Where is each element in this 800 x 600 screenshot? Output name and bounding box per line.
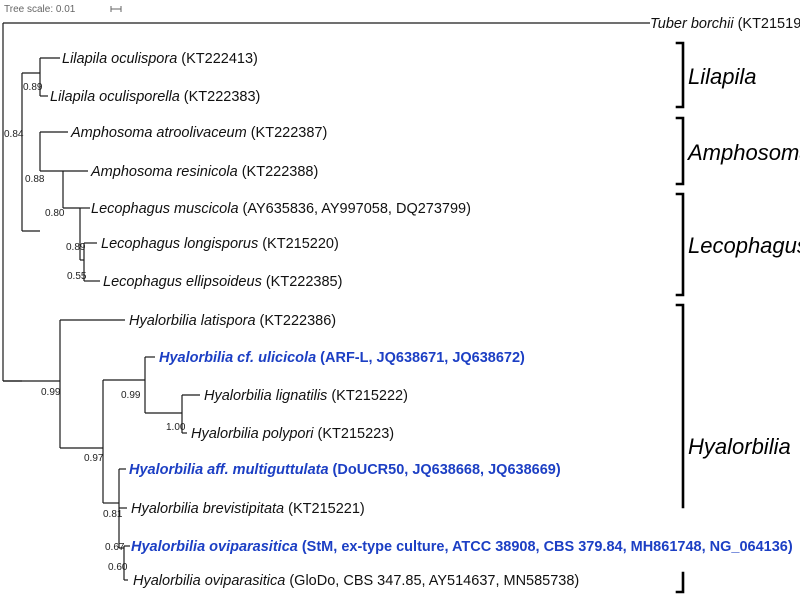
support-value: 0.88 bbox=[25, 174, 45, 185]
leaf-accession: (KT215221) bbox=[284, 501, 365, 517]
leaf-accession: (ARF-L, JQ638671, JQ638672) bbox=[316, 350, 525, 366]
leaf-species: Hyalorbilia cf. ulicicola bbox=[159, 350, 316, 366]
clade-label-lilapila: Lilapila bbox=[688, 64, 757, 89]
leaf-species: Hyalorbilia lignatilis bbox=[204, 388, 327, 404]
leaf-species: Hyalorbilia latispora bbox=[129, 313, 256, 329]
clade-label-hyalorbilia: Hyalorbilia bbox=[688, 434, 791, 459]
support-value: 0.55 bbox=[67, 271, 87, 282]
leaf-label: Hyalorbilia oviparasitica (GloDo, CBS 34… bbox=[133, 573, 579, 589]
tree-branches bbox=[2, 22, 650, 581]
leaf-accession: (KT222386) bbox=[256, 313, 337, 329]
tree-scale-bar bbox=[110, 6, 122, 12]
support-value: 0.60 bbox=[108, 562, 128, 573]
leaf-accession: (KT215193) bbox=[734, 16, 800, 32]
leaf-accession: (KT215222) bbox=[327, 388, 408, 404]
leaf-label: Hyalorbilia aff. multiguttulata (DoUCR50… bbox=[129, 462, 561, 478]
leaf-label: Lilapila oculispora (KT222413) bbox=[62, 51, 258, 67]
support-value: 0.89 bbox=[23, 82, 43, 93]
leaf-accession: (KT222387) bbox=[247, 125, 328, 141]
clade-label-lecophagus: Lecophagus bbox=[688, 233, 800, 258]
leaf-species: Hyalorbilia aff. multiguttulata bbox=[129, 462, 329, 478]
leaf-species: Tuber borchii bbox=[650, 16, 734, 32]
leaf-accession: (AY635836, AY997058, DQ273799) bbox=[239, 201, 471, 217]
leaf-species: Lilapila oculispora bbox=[62, 51, 177, 67]
leaf-label: Hyalorbilia lignatilis (KT215222) bbox=[204, 388, 408, 404]
support-value: 0.99 bbox=[121, 390, 141, 401]
clade-brackets bbox=[675, 41, 685, 594]
leaf-accession: (KT215223) bbox=[314, 426, 395, 442]
leaf-accession: (DoUCR50, JQ638668, JQ638669) bbox=[329, 462, 561, 478]
bracket-amphosoma bbox=[675, 116, 685, 186]
leaf-species: Lecophagus longisporus bbox=[101, 236, 258, 252]
support-value: 1.00 bbox=[166, 422, 186, 433]
leaf-accession: (KT222383) bbox=[180, 89, 261, 105]
leaf-species: Lecophagus muscicola bbox=[91, 201, 239, 217]
leaf-species: Hyalorbilia oviparasitica bbox=[131, 539, 298, 555]
leaf-label: Tuber borchii (KT215193) bbox=[650, 16, 800, 32]
leaf-accession: (KT215220) bbox=[258, 236, 339, 252]
clade-label-amphosoma: Amphosoma bbox=[686, 140, 800, 165]
leaf-species: Lilapila oculisporella bbox=[50, 89, 180, 105]
support-values: 0.89 0.84 0.88 0.80 0.89 0.55 0.99 0.99 1.00 0.97… bbox=[4, 82, 186, 573]
leaf-species: Amphosoma resinicola bbox=[90, 164, 238, 180]
leaf-label: Hyalorbilia polypori (KT215223) bbox=[191, 426, 394, 442]
leaf-labels: Tuber borchii (KT215193) Lilapila oculisp… bbox=[50, 16, 800, 589]
support-value: 0.97 bbox=[84, 453, 104, 464]
leaf-label: Lilapila oculisporella (KT222383) bbox=[50, 89, 260, 105]
support-value: 0.84 bbox=[4, 129, 24, 140]
bracket-lecophagus bbox=[675, 192, 685, 297]
leaf-species: Hyalorbilia polypori bbox=[191, 426, 314, 442]
leaf-species: Hyalorbilia brevistipitata bbox=[131, 501, 284, 517]
leaf-label: Amphosoma resinicola (KT222388) bbox=[90, 164, 318, 180]
support-value: 0.80 bbox=[45, 208, 65, 219]
support-value: 0.81 bbox=[103, 509, 123, 520]
leaf-accession: (GloDo, CBS 347.85, AY514637, MN585738) bbox=[285, 573, 579, 589]
leaf-accession: (KT222413) bbox=[177, 51, 258, 67]
leaf-species: Hyalorbilia oviparasitica bbox=[133, 573, 285, 589]
leaf-label: Lecophagus ellipsoideus (KT222385) bbox=[103, 274, 342, 290]
leaf-label: Hyalorbilia cf. ulicicola (ARF-L, JQ6386… bbox=[159, 350, 525, 366]
leaf-accession: (KT222388) bbox=[238, 164, 319, 180]
leaf-label: Lecophagus muscicola (AY635836, AY997058… bbox=[91, 201, 471, 217]
leaf-label: Hyalorbilia oviparasitica (StM, ex-type … bbox=[131, 539, 793, 555]
support-value: 0.67 bbox=[105, 542, 125, 553]
support-value: 0.89 bbox=[66, 242, 86, 253]
bracket-hyalorbilia bbox=[675, 303, 685, 509]
bracket-lilapila bbox=[675, 41, 685, 109]
leaf-label: Hyalorbilia latispora (KT222386) bbox=[129, 313, 336, 329]
tree-scale-label: Tree scale: 0.01 bbox=[4, 4, 76, 15]
leaf-label: Lecophagus longisporus (KT215220) bbox=[101, 236, 339, 252]
support-value: 0.99 bbox=[41, 387, 61, 398]
leaf-species: Lecophagus ellipsoideus bbox=[103, 274, 262, 290]
leaf-accession: (StM, ex-type culture, ATCC 38908, CBS 3… bbox=[298, 539, 793, 555]
leaf-label: Hyalorbilia brevistipitata (KT215221) bbox=[131, 501, 365, 517]
leaf-species: Amphosoma atroolivaceum bbox=[70, 125, 247, 141]
bracket-hyalorbilia-end bbox=[675, 571, 685, 594]
leaf-label: Amphosoma atroolivaceum (KT222387) bbox=[70, 125, 327, 141]
leaf-accession: (KT222385) bbox=[262, 274, 343, 290]
